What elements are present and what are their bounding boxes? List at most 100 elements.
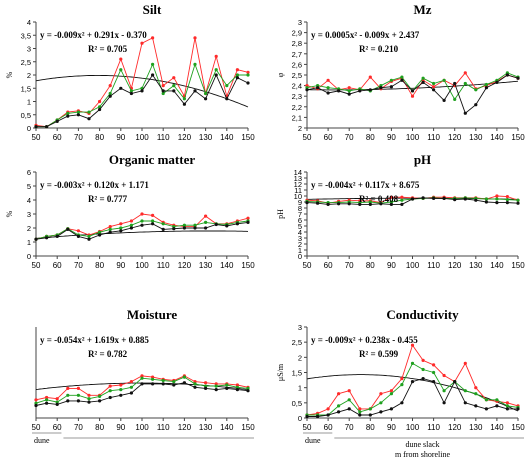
data-point-green xyxy=(400,383,404,387)
data-point-red xyxy=(326,78,330,82)
x-tick-label: 130 xyxy=(199,261,213,270)
x-tick-label: 70 xyxy=(345,133,354,142)
x-tick-label: 130 xyxy=(469,423,483,432)
x-tick-label: 90 xyxy=(387,261,396,270)
data-point-black xyxy=(34,125,38,129)
y-tick-label: 8 xyxy=(298,204,302,213)
data-point-green xyxy=(140,376,144,380)
data-point-black xyxy=(305,414,309,419)
data-point-red xyxy=(204,381,208,385)
data-point-red xyxy=(432,363,436,367)
data-point-red xyxy=(400,195,404,199)
x-tick-label: 70 xyxy=(345,423,354,432)
x-tick-label: 120 xyxy=(178,133,192,142)
data-point-red xyxy=(389,389,393,393)
series-line-black xyxy=(306,74,519,114)
data-point-red xyxy=(119,383,123,387)
y-tick-label: 2,4 xyxy=(292,82,302,91)
trend-equation: y = -0.009x² + 0.291x - 0.370 xyxy=(40,30,147,40)
data-point-black xyxy=(463,111,467,115)
x-tick-label: 80 xyxy=(95,133,104,142)
data-point-green xyxy=(76,110,80,114)
x-tick-label: 130 xyxy=(469,261,483,270)
panel-title: Conductivity xyxy=(386,307,459,322)
y-tick-label: 4 xyxy=(298,228,302,237)
data-point-black xyxy=(193,385,197,389)
trendline xyxy=(35,74,249,108)
data-point-green xyxy=(400,75,404,79)
x-tick-label: 90 xyxy=(387,423,396,432)
data-point-green xyxy=(347,89,351,93)
data-point-red xyxy=(140,212,144,216)
y-tick-label: 3,5 xyxy=(21,31,31,40)
x-tick-label: 140 xyxy=(490,261,504,270)
data-point-red xyxy=(119,222,123,226)
data-point-black xyxy=(34,403,38,408)
data-point-red xyxy=(119,57,123,61)
data-point-green xyxy=(182,375,186,379)
data-point-black xyxy=(214,388,218,392)
data-point-green xyxy=(389,78,393,82)
panel-title: pH xyxy=(414,152,431,167)
r-squared: R² = 0.408 xyxy=(359,194,399,204)
data-point-green xyxy=(379,401,383,405)
panel-title: Organic matter xyxy=(109,152,196,167)
data-point-red xyxy=(87,393,91,397)
data-point-black xyxy=(182,381,186,385)
x-tick-label: 140 xyxy=(220,261,234,270)
data-point-red xyxy=(108,225,112,229)
x-tick-label: 70 xyxy=(74,261,83,270)
y-tick-label: 0,5 xyxy=(292,399,302,408)
data-point-red xyxy=(246,216,250,220)
x-tick-label: 70 xyxy=(74,133,83,142)
x-tick-label: 120 xyxy=(448,423,462,432)
data-point-green xyxy=(76,393,80,397)
data-point-black xyxy=(98,107,102,112)
trend-equation: y = -0.009x² + 0.238x - 0.455 xyxy=(311,335,418,345)
chart-panel-3: Organic matter 0 1 2 3 4 5 6% 50 60 70 80 90 100 110 12… xyxy=(5,152,255,270)
data-point-red xyxy=(55,397,59,401)
x-tick-label: 150 xyxy=(511,261,525,270)
data-point-black xyxy=(505,407,509,411)
x-tick-label: 110 xyxy=(427,261,440,270)
chart-panel-2: Mz 2 2,12,2 2,32,4 2,5 2,62,7 2,82,9 3 φ 50 60 70 80… xyxy=(276,2,525,142)
data-point-black xyxy=(495,201,499,205)
x-tick-label: 130 xyxy=(199,423,213,432)
data-point-black xyxy=(432,196,436,200)
data-point-black xyxy=(108,395,112,400)
data-point-black xyxy=(172,227,176,231)
data-point-red xyxy=(463,361,467,365)
data-point-green xyxy=(204,220,208,224)
data-point-green xyxy=(129,89,133,93)
data-point-black xyxy=(442,196,446,200)
x-tick-label: 50 xyxy=(303,423,312,432)
data-point-black xyxy=(204,386,208,390)
data-point-black xyxy=(484,407,488,411)
r-squared: R² = 0.210 xyxy=(359,44,399,54)
x-tick-label: 60 xyxy=(324,423,333,432)
data-point-black xyxy=(66,114,70,118)
data-point-black xyxy=(421,377,425,381)
y-tick-label: 5 xyxy=(27,182,31,191)
chart-panel-6: Conductivity 0 0,5 1 1,5 2 2,5 3 μS/m 50 60 70 80 90 1… xyxy=(276,307,525,432)
x-tick-label: 140 xyxy=(490,423,504,432)
y-tick-label: 3 xyxy=(27,45,31,54)
data-point-red xyxy=(474,386,478,390)
data-point-black xyxy=(45,236,49,240)
y-tick-label: 6 xyxy=(298,216,302,225)
data-point-black xyxy=(516,201,520,205)
y-tick-label: 3 xyxy=(27,210,31,219)
y-tick-label: 0,5 xyxy=(21,111,31,120)
y-axis-label: % xyxy=(5,210,14,217)
y-axis-label: φ xyxy=(276,72,285,77)
data-point-black xyxy=(326,91,330,95)
data-point-black xyxy=(172,89,176,93)
data-point-black xyxy=(453,380,457,384)
data-point-green xyxy=(129,385,133,389)
data-point-black xyxy=(432,380,436,384)
data-point-red xyxy=(442,373,446,378)
trend-equation: y = -0.004x² + 0.117x + 8.675 xyxy=(311,180,420,190)
x-tick-label: 140 xyxy=(220,133,234,142)
